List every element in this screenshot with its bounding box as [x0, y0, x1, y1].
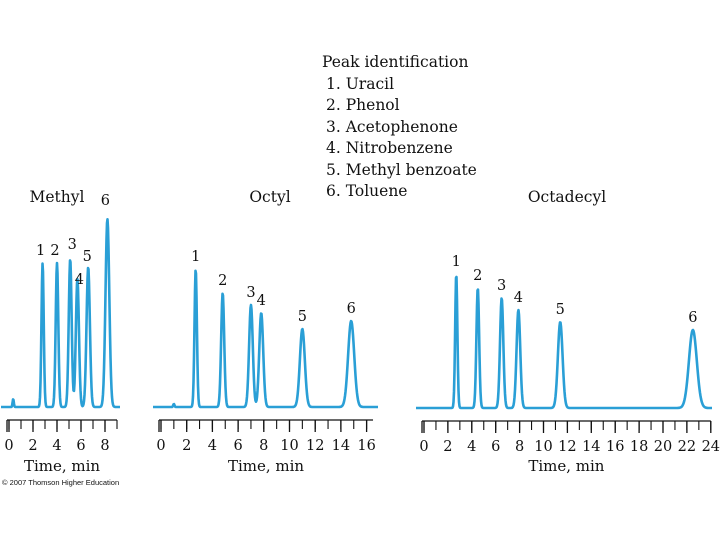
x-tick-label: 18: [630, 439, 648, 455]
chart-title: Octyl: [249, 188, 290, 206]
peak-label: 5: [556, 302, 565, 318]
x-tick-label: 6: [76, 438, 85, 454]
peak-label: 2: [218, 273, 227, 289]
peak-label: 1: [191, 249, 200, 265]
x-tick-label: 4: [467, 439, 476, 455]
peak-label: 4: [257, 293, 266, 309]
peak-label: 6: [101, 193, 110, 209]
peak-label: 6: [688, 310, 697, 326]
x-axis-label: Time, min: [228, 457, 304, 475]
peak-legend: Peak identification 1. Uracil 2. Phenol …: [322, 52, 477, 203]
peak-label: 4: [75, 272, 84, 288]
peak-label: 2: [473, 268, 482, 284]
x-tick-label: 16: [606, 439, 624, 455]
x-tick-label: 2: [443, 439, 452, 455]
x-tick-label: 2: [182, 438, 191, 454]
x-tick-label: 24: [702, 439, 720, 455]
chart-title: Octadecyl: [528, 188, 606, 206]
x-tick-label: 14: [582, 439, 600, 455]
x-tick-label: 20: [654, 439, 672, 455]
legend-item: 1. Uracil: [326, 74, 395, 93]
x-tick-label: 12: [558, 439, 576, 455]
chart-title: Methyl: [30, 188, 85, 206]
x-tick-label: 22: [678, 439, 696, 455]
x-tick-label: 2: [28, 438, 37, 454]
legend-item: 2. Phenol: [326, 96, 400, 114]
legend-item: 3. Acetophenone: [326, 117, 458, 136]
chromatogram-trace: [415, 275, 713, 410]
legend-item: 4. Nitrobenzene: [326, 139, 453, 157]
x-tick-label: 8: [515, 439, 524, 455]
x-tick-label: 0: [156, 438, 165, 454]
peak-label: 5: [83, 249, 92, 265]
legend-item: 5. Methyl benzoate: [326, 160, 477, 179]
x-tick-label: 0: [4, 438, 13, 454]
x-tick-label: 6: [233, 438, 242, 454]
legend-item: 6. Toluene: [326, 182, 408, 200]
x-tick-label: 12: [306, 438, 324, 454]
peak-label: 3: [68, 237, 77, 253]
x-tick-label: 14: [332, 438, 350, 454]
peak-label: 1: [452, 254, 461, 270]
x-axis-label: Time, min: [528, 457, 604, 475]
copyright-note: © 2007 Thomson Higher Education: [2, 478, 120, 487]
x-tick-label: 0: [419, 439, 428, 455]
x-tick-label: 8: [259, 438, 268, 454]
peak-label: 3: [497, 278, 506, 294]
chromatogram-trace: [0, 218, 121, 409]
legend-title: Peak identification: [322, 53, 469, 71]
x-tick-label: 6: [491, 439, 500, 455]
peak-label: 6: [347, 301, 356, 317]
peak-label: 2: [50, 243, 59, 259]
x-tick-label: 4: [208, 438, 217, 454]
peak-label: 3: [246, 285, 255, 301]
chromatogram-trace: [152, 269, 379, 409]
x-tick-label: 16: [357, 438, 375, 454]
peak-label: 1: [36, 243, 45, 259]
x-tick-label: 4: [52, 438, 61, 454]
x-tick-label: 8: [100, 438, 109, 454]
peak-label: 4: [514, 290, 523, 306]
x-tick-label: 10: [534, 439, 552, 455]
peak-label: 5: [298, 309, 307, 325]
x-axis-label: Time, min: [24, 457, 100, 475]
x-tick-label: 10: [280, 438, 298, 454]
